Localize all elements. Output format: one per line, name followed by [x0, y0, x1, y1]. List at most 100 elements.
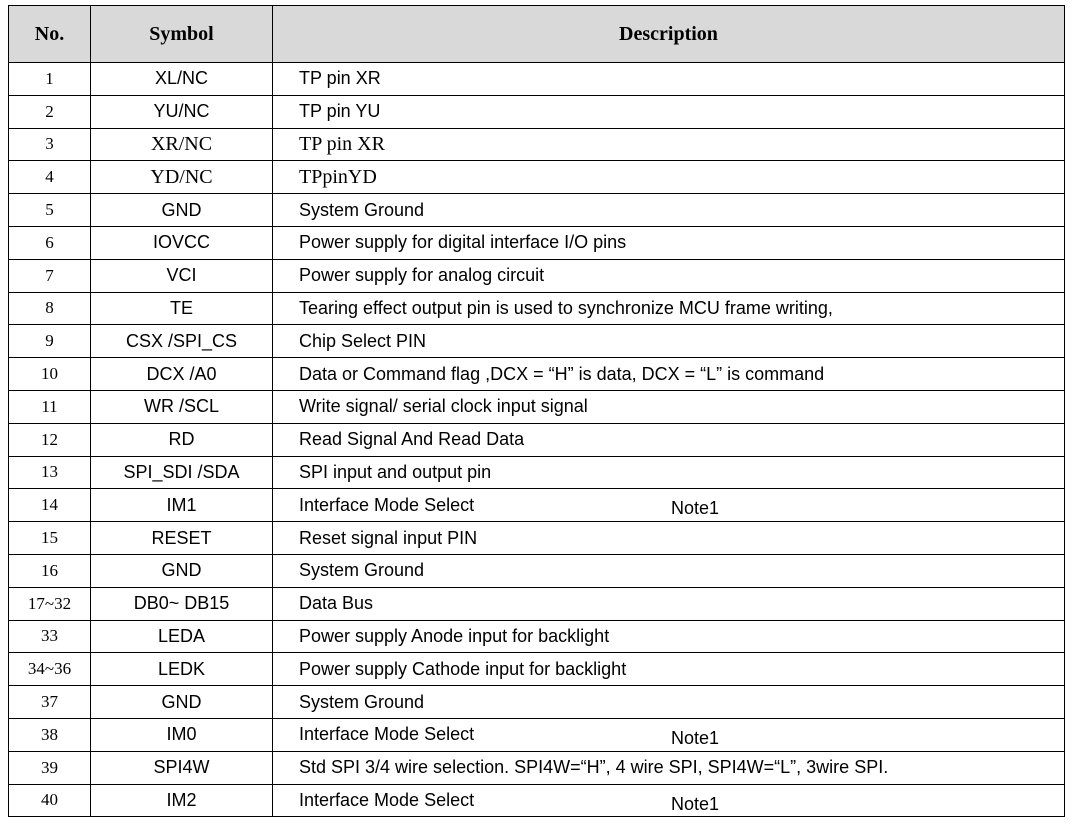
pin-symbol: WR /SCL: [90, 389, 273, 424]
pin-number: 4: [8, 160, 91, 195]
pin-number: 38: [8, 717, 91, 752]
pin-number: 13: [8, 455, 91, 490]
pin-symbol: TE: [90, 291, 273, 326]
pin-note: Note1: [671, 727, 720, 748]
table-row: 8 TE Tearing effect output pin is used to …: [8, 291, 1065, 326]
pin-description-cell: Read Signal And Read Data: [272, 422, 1065, 457]
table-row: 15 RESET Reset signal input PIN: [8, 521, 1065, 555]
pin-note: Note1: [671, 498, 720, 519]
pin-number: 15: [8, 521, 91, 555]
pin-symbol: GND: [90, 685, 273, 719]
pin-description-cell: Interface Mode Select Note1: [272, 488, 1065, 523]
pin-description-cell: Tearing effect output pin is used to syn…: [272, 291, 1065, 326]
pin-symbol: VCI: [90, 258, 273, 293]
pin-table-container: No. Symbol Description 1 XL/NC TP pin XR 2 YU/…: [8, 5, 1065, 818]
header-row: No. Symbol Description: [8, 5, 1065, 63]
table-row: 3 XR/NC TP pin XR: [8, 127, 1065, 162]
pin-number: 3: [8, 127, 91, 162]
pin-description-cell: Std SPI 3/4 wire selection. SPI4W=“H”, 4…: [272, 750, 1065, 785]
pin-number: 7: [8, 258, 91, 293]
pin-description: TPpinYD: [299, 165, 377, 188]
pin-description: System Ground: [299, 560, 425, 581]
pin-description: Interface Mode Select: [299, 789, 475, 810]
table-row: 7 VCI Power supply for analog circuit: [8, 258, 1065, 293]
pin-description: Data or Command flag ,DCX = “H” is data,…: [299, 363, 825, 384]
pin-number: 5: [8, 193, 91, 227]
pin-description: SPI input and output pin: [299, 461, 492, 482]
table-row: 40 IM2 Interface Mode Select Note1: [8, 783, 1065, 818]
pin-number: 17~32: [8, 586, 91, 621]
pin-symbol: XR/NC: [90, 127, 273, 162]
pin-symbol: LEDA: [90, 619, 273, 654]
pin-description: Std SPI 3/4 wire selection. SPI4W=“H”, 4…: [299, 757, 889, 778]
pin-description-cell: Power supply Anode input for backlight: [272, 619, 1065, 654]
pin-symbol: IOVCC: [90, 225, 273, 260]
pin-description: Data Bus: [299, 593, 374, 614]
pin-description-cell: System Ground: [272, 553, 1065, 588]
pin-description-cell: Power supply for digital interface I/O p…: [272, 225, 1065, 260]
pin-description: System Ground: [299, 199, 425, 220]
pin-description: TP pin XR: [299, 68, 381, 89]
pin-note: Note1: [671, 793, 720, 814]
pin-description: Interface Mode Select: [299, 494, 475, 515]
pin-symbol: XL/NC: [90, 62, 273, 96]
pin-number: 8: [8, 291, 91, 326]
pin-number: 16: [8, 553, 91, 588]
pin-description: Power supply Anode input for backlight: [299, 625, 610, 646]
pin-description-cell: Power supply Cathode input for backlight: [272, 652, 1065, 687]
pin-description-cell: Interface Mode Select Note1: [272, 717, 1065, 752]
pin-symbol: SPI_SDI /SDA: [90, 455, 273, 490]
pin-number: 40: [8, 783, 91, 818]
pin-number: 1: [8, 62, 91, 96]
table-row: 33 LEDA Power supply Anode input for backl…: [8, 619, 1065, 654]
table-row: 4 YD/NC TPpinYD: [8, 160, 1065, 195]
pin-number: 34~36: [8, 652, 91, 687]
pin-description: TP pin XR: [299, 132, 385, 155]
pin-description-cell: TP pin YU: [272, 94, 1065, 129]
pin-number: 2: [8, 94, 91, 129]
pin-description: Chip Select PIN: [299, 330, 427, 351]
table-row: 14 IM1 Interface Mode Select Note1: [8, 488, 1065, 523]
pin-description-cell: System Ground: [272, 685, 1065, 719]
table-row: 5 GND System Ground: [8, 193, 1065, 227]
pin-description-cell: SPI input and output pin: [272, 455, 1065, 490]
pin-symbol: SPI4W: [90, 750, 273, 785]
pin-description: Power supply Cathode input for backlight: [299, 658, 627, 679]
pin-description-cell: TPpinYD: [272, 160, 1065, 195]
pin-description-cell: Write signal/ serial clock input signal: [272, 389, 1065, 424]
pin-description-cell: TP pin XR: [272, 62, 1065, 96]
pin-number: 12: [8, 422, 91, 457]
pin-number: 39: [8, 750, 91, 785]
table-row: 10 DCX /A0 Data or Command flag ,DCX = “H”…: [8, 357, 1065, 391]
pin-symbol: LEDK: [90, 652, 273, 687]
pin-symbol: DCX /A0: [90, 357, 273, 391]
pin-description: Write signal/ serial clock input signal: [299, 396, 588, 417]
pin-symbol: YD/NC: [90, 160, 273, 195]
pin-description: TP pin YU: [299, 101, 381, 122]
pin-symbol: RESET: [90, 521, 273, 555]
table-row: 12 RD Read Signal And Read Data: [8, 422, 1065, 457]
table-row: 6 IOVCC Power supply for digital interface…: [8, 225, 1065, 260]
table-row: 2 YU/NC TP pin YU: [8, 94, 1065, 129]
table-row: 1 XL/NC TP pin XR: [8, 62, 1065, 96]
pin-description-cell: System Ground: [272, 193, 1065, 227]
pin-symbol: RD: [90, 422, 273, 457]
table-row: 34~36 LEDK Power supply Cathode input for …: [8, 652, 1065, 687]
pin-number: 6: [8, 225, 91, 260]
pin-description: System Ground: [299, 691, 425, 712]
pin-description: Reset signal input PIN: [299, 527, 478, 548]
pin-description-cell: Chip Select PIN: [272, 324, 1065, 359]
pin-description-cell: TP pin XR: [272, 127, 1065, 162]
pin-description-cell: Data or Command flag ,DCX = “H” is data,…: [272, 357, 1065, 391]
pin-symbol: DB0~ DB15: [90, 586, 273, 621]
table-row: 16 GND System Ground: [8, 553, 1065, 588]
table-row: 11 WR /SCL Write signal/ serial clock inpu…: [8, 389, 1065, 424]
pin-description-cell: Power supply for analog circuit: [272, 258, 1065, 293]
column-header: Description: [272, 5, 1065, 63]
pin-symbol: CSX /SPI_CS: [90, 324, 273, 359]
table-row: 13 SPI_SDI /SDA SPI input and output pin: [8, 455, 1065, 490]
pin-description: Power supply for analog circuit: [299, 265, 545, 286]
pin-number: 9: [8, 324, 91, 359]
pin-description: Interface Mode Select: [299, 724, 475, 745]
